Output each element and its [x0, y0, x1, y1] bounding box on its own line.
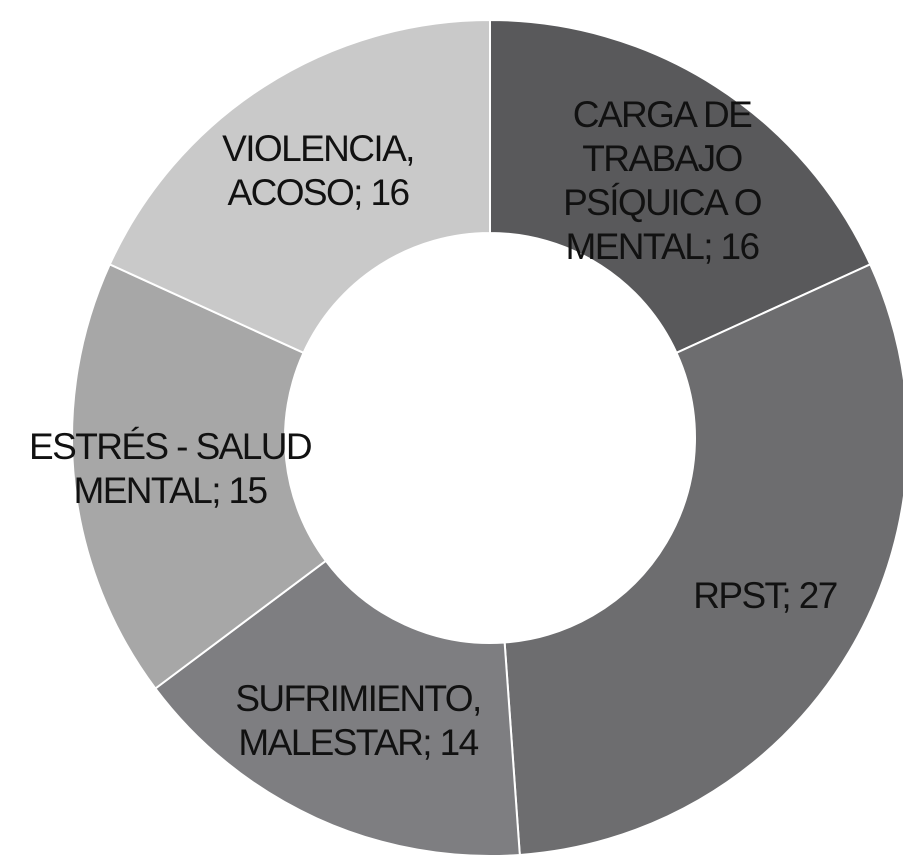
data-label-line: CARGA DE — [573, 94, 752, 135]
data-label-line: VIOLENCIA, — [222, 128, 414, 169]
data-label: ESTRÉS - SALUD MENTAL; 15 — [29, 426, 311, 511]
donut-slice — [489, 18, 872, 355]
data-label-line: MALESTAR; 14 — [238, 722, 478, 763]
donut-slice — [153, 559, 521, 857]
data-label: VIOLENCIA, ACOSO; 16 — [222, 128, 414, 213]
data-label-line: MENTAL; 15 — [73, 470, 267, 511]
data-label: CARGA DE TRABAJO PSÍQUICA O MENTAL; 16 — [563, 94, 762, 267]
data-label-line: PSÍQUICA O — [563, 182, 762, 223]
data-label-line: ESTRÉS - SALUD — [29, 426, 311, 467]
donut-slice — [71, 263, 328, 690]
data-label-line: MENTAL; 16 — [565, 226, 758, 267]
data-label-line: SUFRIMIENTO, — [235, 678, 480, 719]
data-label: RPST; 27 — [693, 575, 837, 616]
data-label-line: ACOSO; 16 — [228, 172, 409, 213]
donut-slice — [503, 263, 903, 857]
donut-slice — [108, 18, 491, 355]
data-label-line: TRABAJO — [582, 138, 742, 179]
data-label: SUFRIMIENTO, MALESTAR; 14 — [235, 678, 480, 763]
data-label-line: RPST; 27 — [693, 575, 837, 616]
